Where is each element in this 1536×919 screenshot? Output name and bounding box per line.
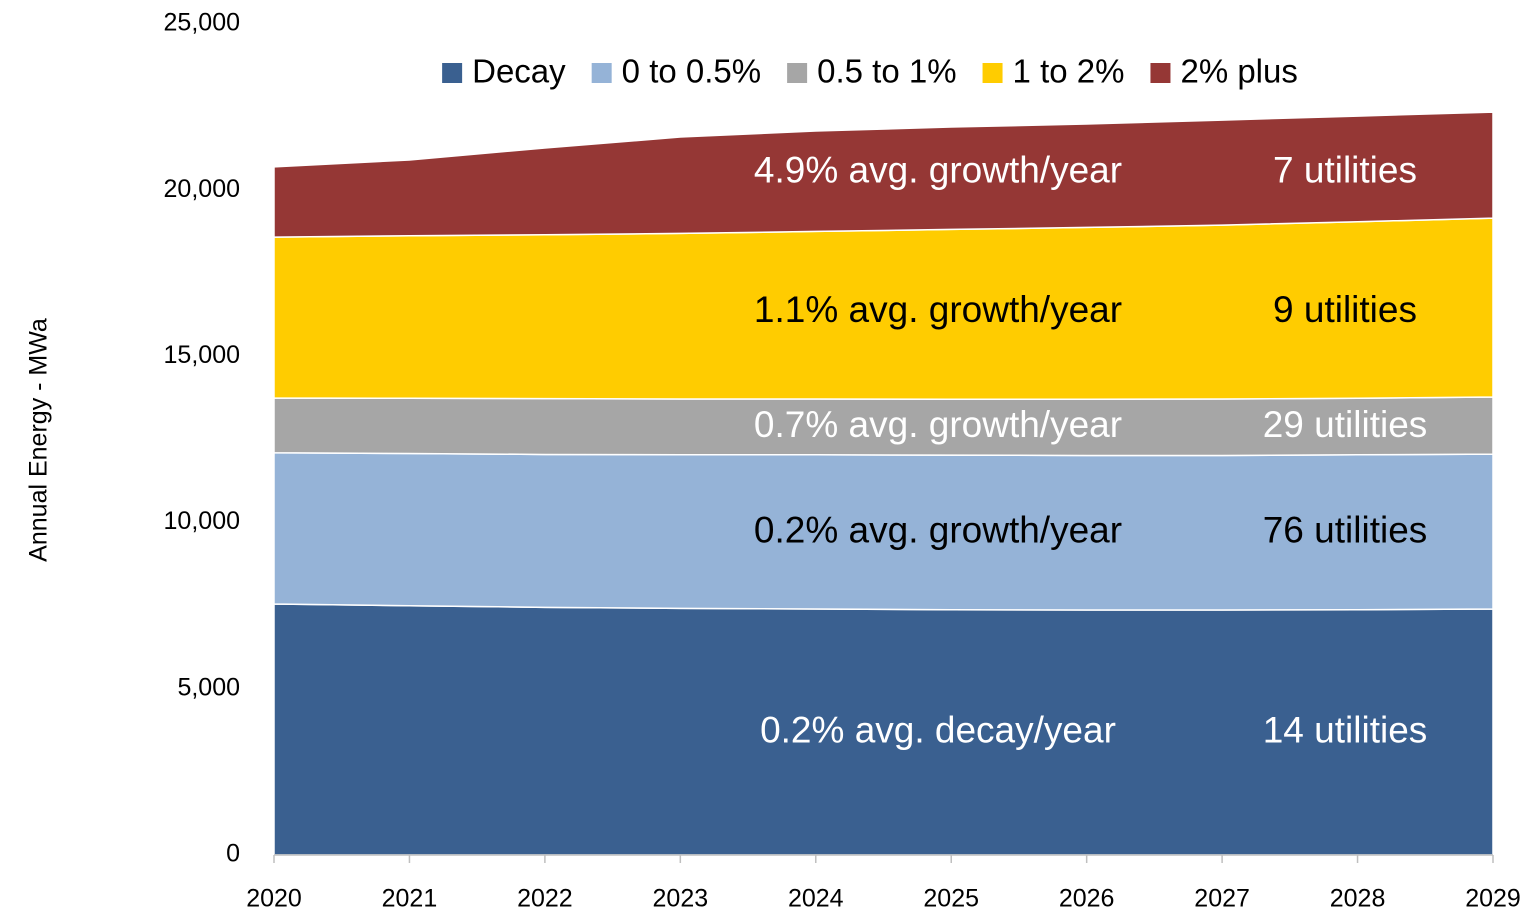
legend-swatch [1150,63,1171,83]
y-axis-label: Annual Energy - MWa [25,318,53,562]
annotation-count: 9 utilities [1273,289,1417,330]
y-tick-label: 10,000 [164,507,240,535]
annotation: 4.9% avg. growth/year [754,149,1122,190]
annotation: 1.1% avg. growth/year [754,289,1122,330]
annotation-count: 29 utilities [1263,404,1428,445]
legend-swatch [787,63,808,83]
x-tick-label: 2025 [923,885,979,913]
area [273,111,1494,238]
annotation: 0.2% avg. growth/year [754,510,1122,551]
annotation-count: 14 utilities [1263,709,1428,750]
y-tick-label: 15,000 [164,341,240,369]
x-tick-label: 2021 [382,885,438,913]
y-tick-label: 0 [226,840,240,868]
x-tick-label: 2023 [653,885,709,913]
legend-label: 0.5 to 1% [817,53,956,90]
legend-swatch [442,63,463,83]
legend-swatch [982,63,1003,83]
x-tick-label: 2026 [1059,885,1115,913]
y-tick-label: 25,000 [164,9,240,37]
x-tick-label: 2029 [1465,885,1521,913]
y-tick-label: 20,000 [164,175,240,203]
annotation-count: 76 utilities [1263,510,1428,551]
legend-label: Decay [472,53,566,90]
x-tick-label: 2028 [1330,885,1386,913]
annotation-count: 7 utilities [1273,149,1417,190]
legend: Decay 0 to 0.5% 0.5 to 1% 1 to 2% 2% plus [442,53,1298,90]
y-tick-label: 5,000 [177,673,240,701]
annotation: 0.2% avg. decay/year [760,709,1116,750]
x-tick-label: 2027 [1194,885,1250,913]
legend-label: 1 to 2% [1013,53,1125,90]
legend-swatch [591,63,612,83]
legend-label: 0 to 0.5% [622,53,761,90]
x-tick-label: 2024 [788,885,844,913]
x-tick-label: 2022 [517,885,573,913]
legend-label: 2% plus [1180,53,1297,90]
annotation: 0.7% avg. growth/year [754,404,1122,445]
x-tick-label: 2020 [246,885,302,913]
